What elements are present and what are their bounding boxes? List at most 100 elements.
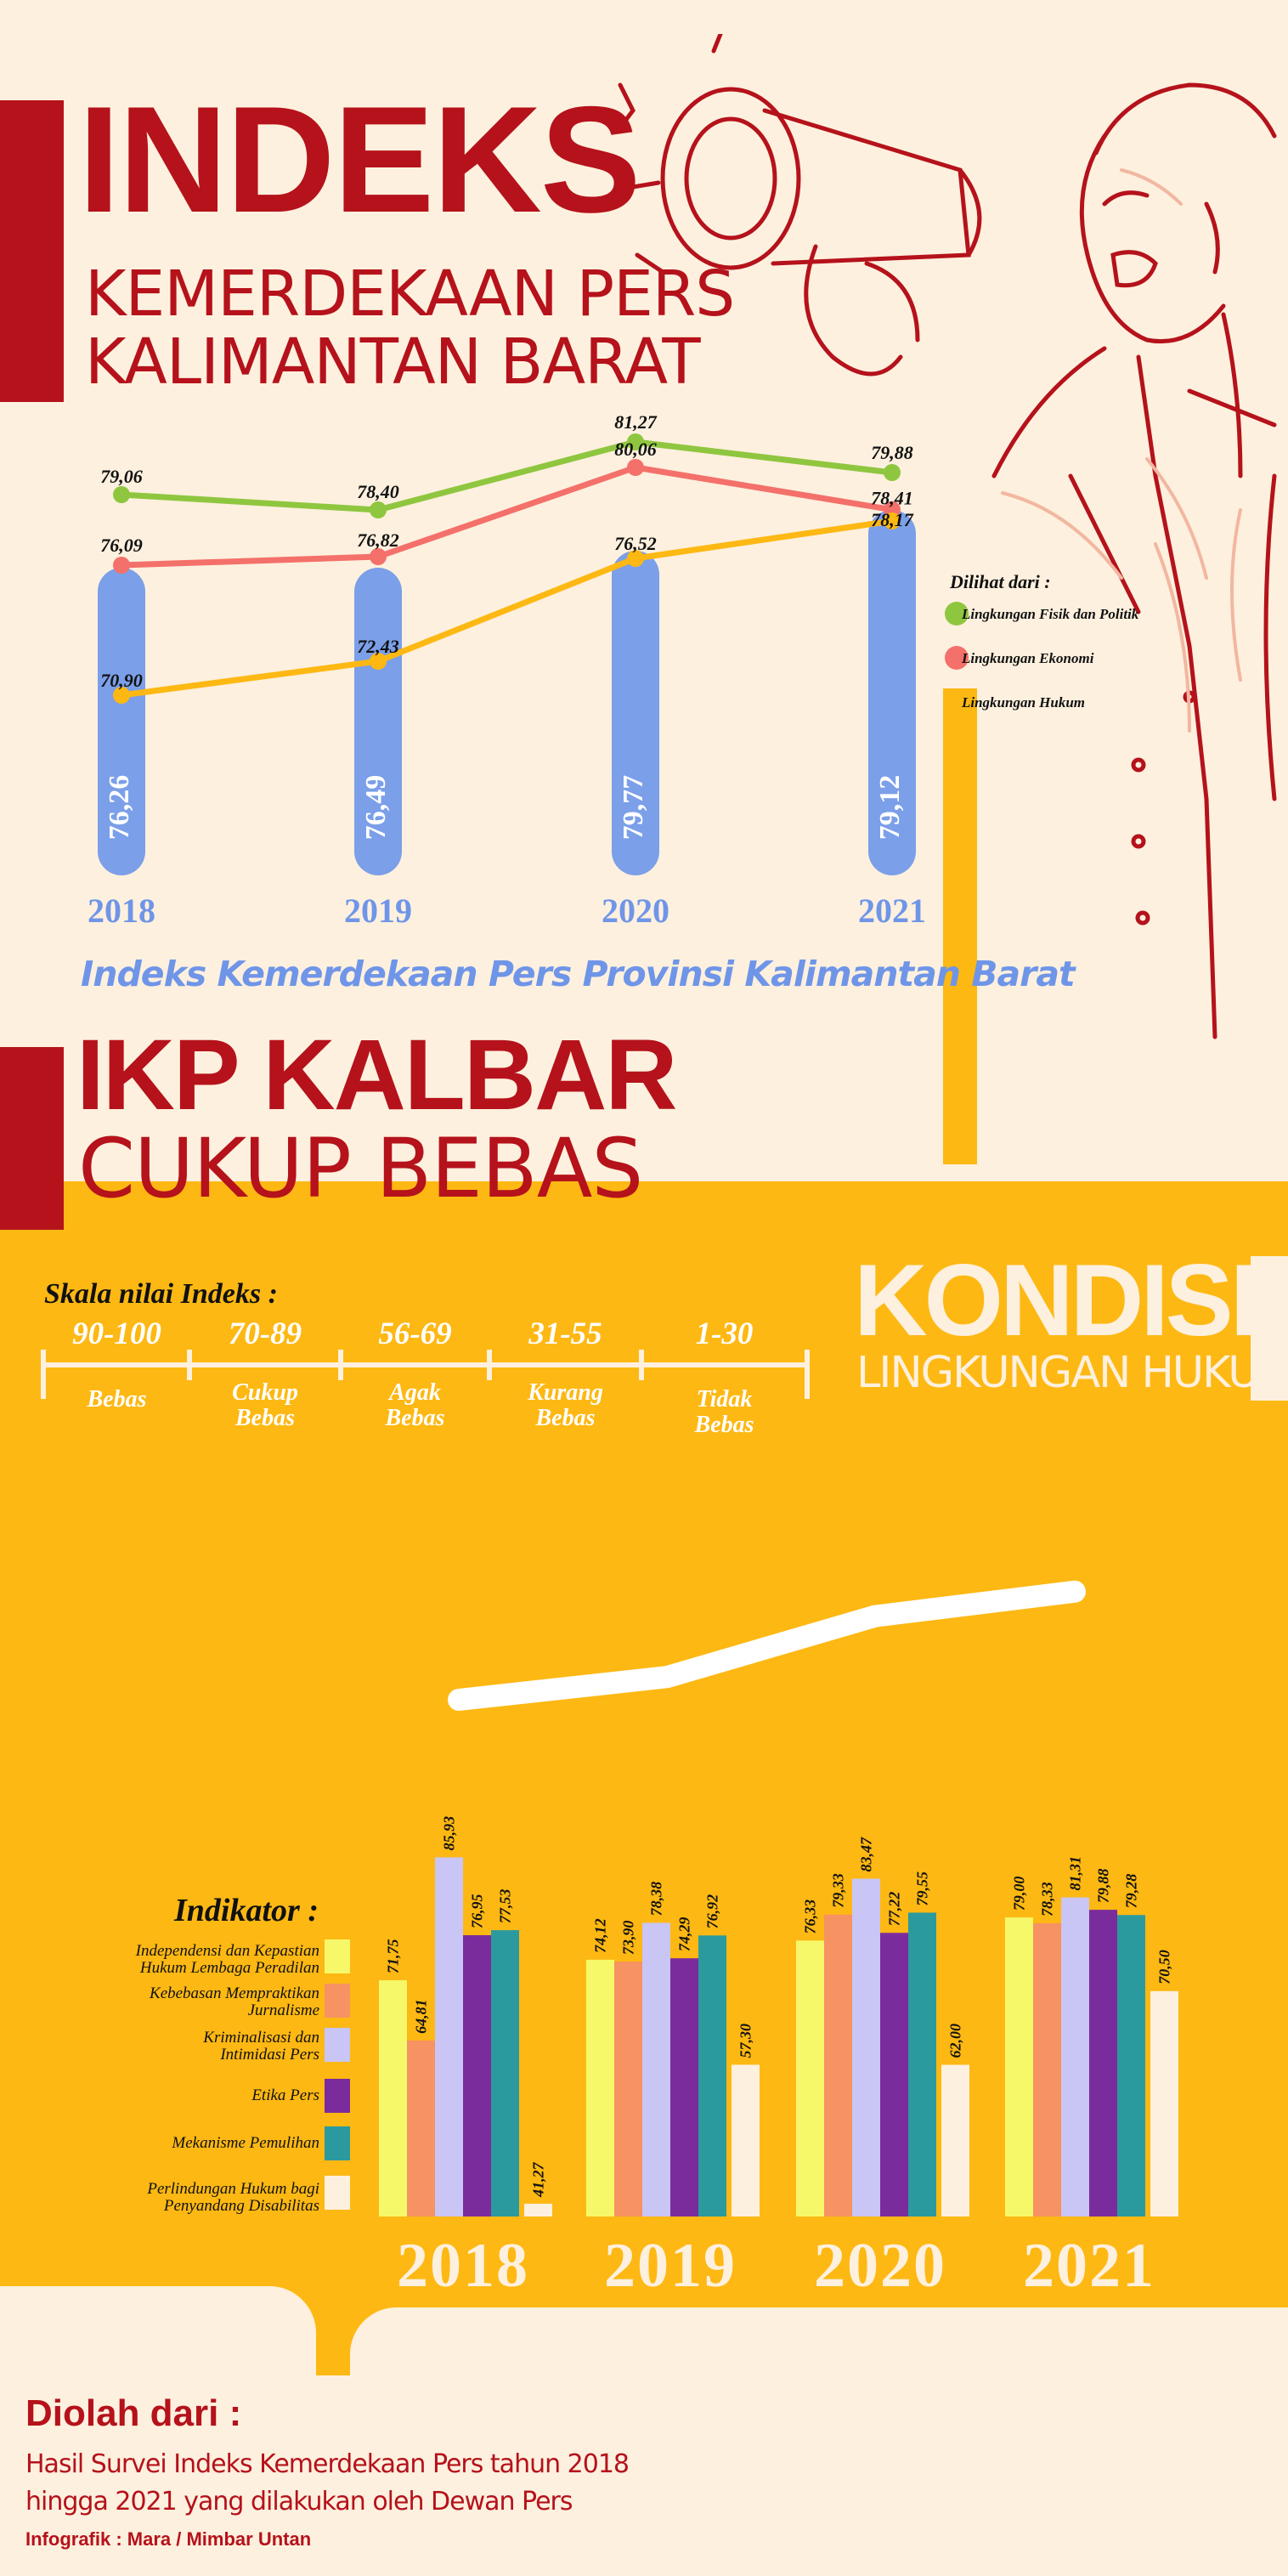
bar-etika-2021: [1089, 1910, 1117, 2216]
line-hukum-point: [627, 550, 644, 567]
bar-kriminalisasi-value-label: 81,31: [1067, 1856, 1084, 1891]
line-fisik-politik-value-label: 79,06: [100, 466, 143, 487]
bar-kriminalisasi-2018: [435, 1857, 463, 2216]
legend-swatch: [945, 602, 969, 626]
ikp-bar-value-label: 79,77: [618, 775, 649, 841]
indikator-swatch-1: [325, 1939, 350, 1973]
legend-label: Lingkungan Hukum: [962, 694, 1086, 711]
bar-mekanisme-2019: [698, 1935, 726, 2216]
cream-notch-left: [0, 1096, 943, 1181]
page-subtitle-1: KEMERDEKAAN PERS: [85, 258, 735, 331]
bar-independensi-2020: [796, 1940, 824, 2216]
chart1-caption: Indeks Kemerdekaan Pers Provinsi Kaliman…: [81, 954, 1076, 994]
bar-disabilitas-2020: [941, 2064, 969, 2216]
indikator-label-3: Kriminalisasi dan Intimidasi Pers: [203, 2029, 319, 2064]
source-title: Diolah dari :: [25, 2392, 242, 2434]
indikator-swatch-4: [325, 2079, 350, 2113]
ikp-bar-2021: [868, 510, 916, 875]
cream-footer-notch-right: [350, 2307, 1288, 2375]
hukum-year-label: 2020: [814, 2231, 946, 2301]
bar-disabilitas-value-label: 41,27: [530, 2161, 547, 2198]
bar-mekanisme-2020: [908, 1912, 936, 2216]
ikp-bar-2020: [612, 551, 659, 875]
hukum-trend-line: [448, 1580, 1086, 1711]
indikator-label-1: Independensi dan Kepastian Hukum Lembaga …: [135, 1942, 319, 1977]
cream-footer-notch-left: [0, 2286, 316, 2375]
line-fisik-politik-value-label: 81,27: [614, 411, 658, 433]
line-ekonomi-value-label: 76,82: [357, 529, 399, 551]
page-subtitle-2: KALIMANTAN BARAT: [85, 326, 701, 399]
scale-range-tidak-bebas: 1-30: [695, 1316, 754, 1351]
bar-mekanisme-2021: [1117, 1915, 1145, 2216]
indikator-swatch-5: [325, 2126, 350, 2160]
line-ekonomi-point: [627, 459, 644, 476]
line-hukum-point: [370, 653, 387, 670]
scale-label-kurang-bebas-2: Bebas: [535, 1405, 596, 1431]
scale-label-tidak-bebas-2: Bebas: [694, 1412, 754, 1438]
line-fisik-politik-point: [370, 501, 387, 518]
bar-independensi-value-label: 74,12: [592, 1918, 609, 1953]
line-hukum-point: [113, 687, 130, 704]
source-line-1: Hasil Survei Indeks Kemerdekaan Pers tah…: [25, 2449, 630, 2479]
scale-tick: [187, 1350, 192, 1380]
bar-kebebasan-value-label: 78,33: [1039, 1882, 1056, 1916]
hukum-year-label: 2021: [1023, 2231, 1155, 2301]
scale-range-bebas: 90-100: [72, 1316, 161, 1351]
bar-disabilitas-2021: [1150, 1990, 1178, 2216]
ikp-bar-value-label: 76,26: [104, 775, 135, 841]
indikator-label-5: Mekanisme Pemulihan: [172, 2134, 319, 2152]
line-fisik-politik-value-label: 79,88: [871, 442, 913, 463]
bar-kebebasan-value-label: 79,33: [830, 1873, 847, 1908]
scale-label-agak-bebas-2: Bebas: [385, 1405, 445, 1431]
bar-kebebasan-2020: [824, 1914, 852, 2216]
legend-item-fisik-politik: Lingkungan Fisik dan Politik: [945, 602, 1217, 627]
line-ekonomi: [118, 464, 895, 569]
scale-label-cukup-bebas-1: Cukup: [232, 1379, 298, 1406]
ikp-year-label: 2021: [858, 892, 926, 930]
bar-mekanisme-2018: [491, 1930, 519, 2216]
hukum-year-label: 2018: [397, 2231, 529, 2301]
line-fisik-politik-value-label: 78,40: [357, 481, 399, 502]
scale-tick: [338, 1350, 343, 1380]
scale-label-kurang-bebas-1: Kurang: [528, 1379, 603, 1406]
line-ekonomi-value-label: 76,09: [100, 535, 143, 556]
bar-kebebasan-2018: [407, 2040, 435, 2216]
bar-independensi-value-label: 71,75: [385, 1939, 402, 1974]
ikp-year-label: 2019: [344, 892, 412, 930]
line-hukum-value-label: 78,17: [871, 509, 914, 530]
indikator-swatch-2: [325, 1984, 350, 2018]
bar-disabilitas-value-label: 70,50: [1156, 1950, 1173, 1984]
kondisi-accent-bar: [1251, 1256, 1288, 1401]
legend-item-hukum: Lingkungan Hukum: [945, 690, 1217, 716]
line-hukum-value-label: 72,43: [357, 636, 399, 657]
scale-title: Skala nilai Indeks :: [44, 1278, 278, 1310]
source-line-2: hingga 2021 yang dilakukan oleh Dewan Pe…: [25, 2487, 573, 2517]
line-fisik-politik-point: [627, 433, 644, 450]
bar-etika-2018: [463, 1935, 491, 2216]
scale-range-cukup-bebas: 70-89: [228, 1316, 302, 1351]
scale-range-kurang-bebas: 31-55: [528, 1316, 602, 1351]
ikp-bar-value-label: 79,12: [874, 775, 906, 841]
bar-etika-2020: [880, 1933, 908, 2216]
scale-tick: [805, 1350, 810, 1399]
scale-label-agak-bebas-1: Agak: [389, 1379, 441, 1406]
legend-swatch: [945, 646, 969, 670]
bar-etika-value-label: 79,88: [1095, 1869, 1112, 1904]
kondisi-title: KONDISI: [854, 1243, 1258, 1357]
chart-ikp-kalbar: 76,26 2018 76,49 2019 79,77 2020 79,12 2021 79,0…: [88, 411, 926, 930]
indikator-swatch-3: [325, 2028, 350, 2062]
scale-label-bebas: Bebas: [87, 1386, 147, 1413]
line-hukum-value-label: 70,90: [100, 670, 143, 691]
bar-kebebasan-value-label: 64,81: [413, 1999, 430, 2034]
bar-kriminalisasi-2020: [852, 1878, 880, 2216]
ikp-year-label: 2018: [88, 892, 155, 930]
legend-item-ekonomi: Lingkungan Ekonomi: [945, 646, 1217, 671]
title-accent-bar: [0, 100, 64, 402]
bar-mekanisme-value-label: 79,55: [914, 1871, 931, 1906]
legend-title: Dilihat dari :: [950, 571, 1051, 592]
line-ekonomi-value-label: 78,41: [871, 488, 913, 509]
scale-label-tidak-bebas-1: Tidak: [696, 1386, 753, 1413]
line-ekonomi-value-label: 80,06: [614, 439, 657, 460]
megaphone-man-illustration: [618, 34, 1277, 1039]
ikp-accent-bar: [0, 1047, 64, 1230]
